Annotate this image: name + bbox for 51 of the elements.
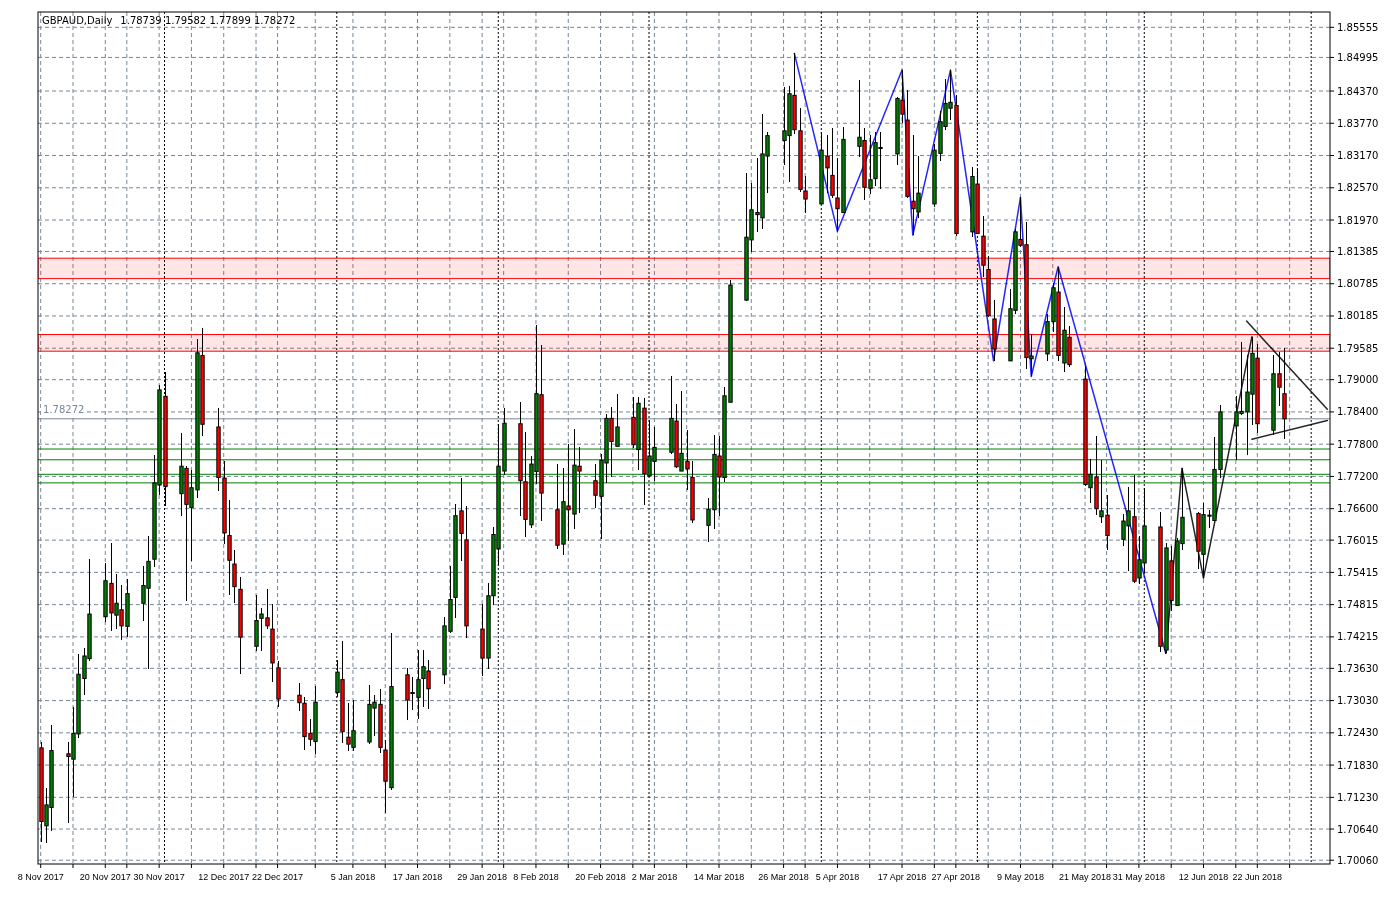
y-tick-label: 1.84995 xyxy=(1337,51,1379,63)
x-tick-label: 17 Jan 2018 xyxy=(392,872,443,882)
x-tick-label: 30 Nov 2017 xyxy=(133,872,185,882)
x-tick-label: 22 Jun 2018 xyxy=(1232,872,1283,882)
y-tick-label: 1.82570 xyxy=(1337,182,1379,194)
ref-line-label: 1.78272 xyxy=(43,403,85,415)
y-tick-label: 1.75415 xyxy=(1337,566,1379,578)
y-tick-label: 1.84370 xyxy=(1337,85,1379,97)
y-tick-label: 1.83770 xyxy=(1337,117,1379,129)
y-tick-label: 1.77200 xyxy=(1337,470,1379,482)
chart-title: GBPAUD,Daily xyxy=(42,15,113,26)
x-tick-label: 8 Feb 2018 xyxy=(513,872,559,882)
x-tick-label: 12 Jun 2018 xyxy=(1178,872,1229,882)
y-tick-label: 1.76600 xyxy=(1337,503,1379,515)
x-tick-label: 9 May 2018 xyxy=(996,872,1044,882)
y-tick-label: 1.79585 xyxy=(1337,342,1379,354)
y-tick-label: 1.80785 xyxy=(1337,278,1379,290)
y-tick-label: 1.71830 xyxy=(1337,759,1379,771)
x-tick-label: 20 Feb 2018 xyxy=(575,872,626,882)
x-tick-label: 27 Apr 2018 xyxy=(931,872,981,882)
y-tick-label: 1.73630 xyxy=(1337,662,1379,674)
x-tick-label: 17 Apr 2018 xyxy=(877,872,927,882)
y-tick-label: 1.73030 xyxy=(1337,695,1379,707)
y-tick-label: 1.77800 xyxy=(1337,438,1379,450)
y-tick-label: 1.70060 xyxy=(1337,854,1379,866)
y-tick-label: 1.80185 xyxy=(1337,310,1379,322)
y-tick-label: 1.83170 xyxy=(1337,150,1379,162)
y-tick-label: 1.70640 xyxy=(1337,823,1379,835)
y-tick-label: 1.85555 xyxy=(1337,21,1379,33)
y-tick-label: 1.81970 xyxy=(1337,214,1379,226)
x-tick-label: 21 May 2018 xyxy=(1059,872,1112,882)
y-tick-label: 1.72430 xyxy=(1337,727,1379,739)
x-tick-label: 2 Mar 2018 xyxy=(631,872,678,882)
y-tick-label: 1.74815 xyxy=(1337,599,1379,611)
x-tick-label: 26 Mar 2018 xyxy=(758,872,809,882)
x-tick-label: 22 Dec 2017 xyxy=(252,872,304,882)
y-tick-label: 1.71230 xyxy=(1337,791,1379,803)
y-tick-label: 1.74215 xyxy=(1337,631,1379,643)
x-tick-label: 8 Nov 2017 xyxy=(17,872,64,882)
y-tick-label: 1.79000 xyxy=(1337,374,1379,386)
x-tick-label: 12 Dec 2017 xyxy=(198,872,250,882)
x-tick-label: 31 May 2018 xyxy=(1112,872,1165,882)
x-tick-label: 29 Jan 2018 xyxy=(457,872,507,882)
y-tick-label: 1.76015 xyxy=(1337,534,1379,546)
y-tick-label: 1.81385 xyxy=(1337,245,1379,257)
x-tick-label: 5 Apr 2018 xyxy=(815,872,860,882)
x-tick-label: 20 Nov 2017 xyxy=(79,872,131,882)
y-tick-label: 1.78400 xyxy=(1337,406,1379,418)
x-tick-label: 14 Mar 2018 xyxy=(693,872,745,882)
x-tick-label: 5 Jan 2018 xyxy=(330,872,376,882)
chart-subtitle: 1.78739 1.79582 1.77899 1.78272 xyxy=(120,15,296,26)
